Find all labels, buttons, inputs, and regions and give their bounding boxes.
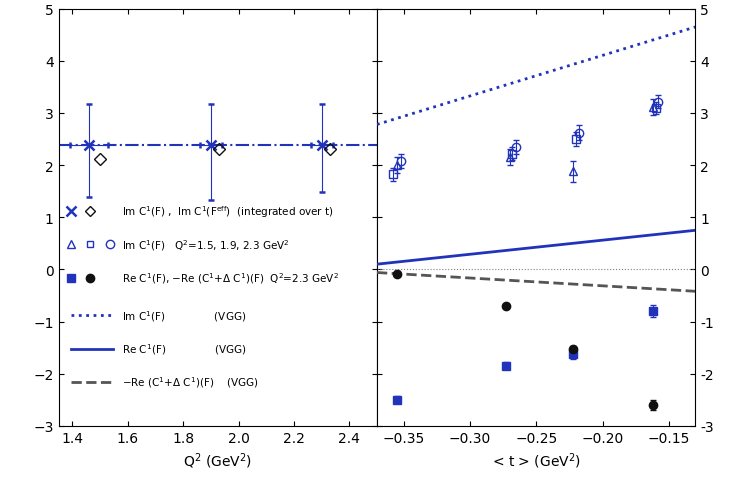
- X-axis label: Q$^2$ (GeV$^2$): Q$^2$ (GeV$^2$): [183, 450, 253, 470]
- Text: Im C$^1$(F)               (VGG): Im C$^1$(F) (VGG): [122, 308, 247, 323]
- X-axis label: < t > (GeV$^2$): < t > (GeV$^2$): [492, 450, 580, 470]
- Text: Re C$^1$(F)               (VGG): Re C$^1$(F) (VGG): [122, 342, 247, 356]
- Text: Im C$^1$(F)   Q$^2$=1.5, 1.9, 2.3 GeV$^2$: Im C$^1$(F) Q$^2$=1.5, 1.9, 2.3 GeV$^2$: [122, 238, 290, 252]
- Text: $-$Re (C$^1$+$\Delta$ C$^1$)(F)    (VGG): $-$Re (C$^1$+$\Delta$ C$^1$)(F) (VGG): [122, 375, 259, 390]
- Text: Re C$^1$(F), $-$Re (C$^1$+$\Delta$ C$^1$)(F)  Q$^2$=2.3 GeV$^2$: Re C$^1$(F), $-$Re (C$^1$+$\Delta$ C$^1$…: [122, 271, 339, 286]
- Text: Im C$^1$(F) ,  Im C$^1$(F$^{\rm eff}$)  (integrated over t): Im C$^1$(F) , Im C$^1$(F$^{\rm eff}$) (i…: [122, 204, 334, 219]
